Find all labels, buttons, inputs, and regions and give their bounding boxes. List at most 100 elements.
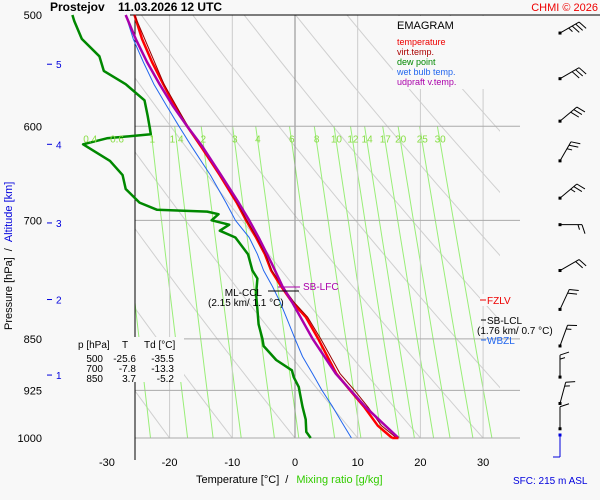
legend-item: wet bulb temp. [396,67,456,77]
pressure-tick-label: 500 [24,10,42,22]
series-layer [71,14,400,440]
wind-barb-station [558,269,562,273]
wind-barb-feather [576,183,586,190]
sb-lfc-label: SB-LFC [303,282,339,293]
mixing-ratio-label: 1.4 [170,134,184,145]
wind-barb-half-feather [559,357,566,360]
altitude-tick-label: 5 [56,60,62,71]
mixing-ratio-line [382,126,435,438]
wind-barb [558,183,586,200]
wind-barb-half-feather [570,188,576,193]
mixing-ratio-line [89,126,123,438]
mixing-ratio-label: 14 [362,134,374,145]
dry-adiabat [397,15,500,132]
mixing-ratio-line [436,126,493,438]
mixing-ratio-line [289,126,336,438]
wind-barb-station [558,344,562,348]
pressure-tick-label: 1000 [18,433,42,445]
wind-barb-staff [559,382,567,404]
wind-barb [558,324,578,348]
series-wet-bulb-temp [125,14,352,439]
dry-adiabat [135,307,233,438]
mixing-ratio-label: 3 [232,134,238,145]
table-background [76,337,184,382]
wind-barb-feather [576,106,586,113]
dry-adiabat [140,15,484,438]
mixing-ratio-label: 30 [435,134,447,145]
dry-adiabat [192,15,500,389]
wind-barb-station [558,159,562,163]
wind-barb-feather [581,224,586,234]
ml-ccl-detail: (2.15 km/ 1.1 °C) [208,298,284,309]
y-axis-title: Pressure [hPa] / Altitude [km] [3,182,15,330]
wind-barb [558,141,581,163]
wind-barb-feather [575,23,584,31]
table-cell-pressure: 500 [86,354,103,365]
grid [89,0,600,460]
wind-barb-feather [570,111,580,118]
mixing-ratio-label: 10 [331,134,343,145]
dry-adiabat [135,151,359,438]
wind-barb-station [558,307,562,311]
sounding-datetime: 11.03.2026 12 UTC [118,0,222,14]
x-axis-title-temperature: Temperature [°C] [196,474,279,486]
altitude-tick-label: 2 [56,296,62,307]
chart-title: EMAGRAM [397,20,454,32]
table-header: Td [°C] [144,340,175,351]
legend-item: temperature [397,37,446,47]
wind-barb-staff [559,325,568,347]
fzlv-label: FZLV [487,296,511,307]
mixing-ratio-label: 17 [380,134,392,145]
pressure-tick-label: 700 [24,215,42,227]
ml-ccl-label: ML-CCL [225,288,263,299]
mixing-ratio-label: 1 [150,134,156,145]
table-cell-temperature: -25.6 [113,354,136,365]
mixing-ratio-line [364,126,415,438]
sb-lcl-label: SB-LCL [487,316,522,327]
wind-barb-station [558,77,562,81]
mixing-ratio-line [333,126,383,438]
x-tick-label: -10 [224,457,240,469]
table-cell-dewpoint: -35.5 [151,354,174,365]
legend-item: udpraft v.temp. [397,77,456,87]
table-cell-dewpoint: -5.2 [157,374,175,385]
credit-label: CHMI © 2026 [531,2,598,14]
fzlv-background [480,294,520,306]
mixing-ratio-label: 4 [255,134,261,145]
wind-barb-half-feather [577,224,580,230]
mixing-ratio-line [200,126,242,438]
mixing-ratio-label: 0.6 [110,134,124,145]
wind-barb-feather [571,25,580,33]
mixing-ratio-label: 0.4 [83,134,97,145]
dry-adiabat [581,0,600,438]
wind-barb-feather [573,109,583,115]
wind-barb [558,67,587,81]
mixing-ratio-label: 12 [347,134,359,145]
wind-barb-feather [571,71,580,79]
sb-lcl-detail: (1.76 km/ 0.7 °C) [477,326,553,337]
wind-barb-staff [559,289,570,310]
wind-barb [558,223,586,234]
wind-barb-feather [575,69,584,77]
wind-barb-station [558,119,562,123]
mixing-ratio-line [350,126,400,438]
wind-barb-station [558,196,562,200]
pressure-tick-label: 600 [24,121,42,133]
wind-barb-feather [578,21,587,29]
wind-barb [558,381,576,405]
wind-barbs-layer [553,21,587,458]
surface-label: SFC: 215 m ASL [513,476,588,487]
wind-barb-feather [567,292,578,295]
wind-barb [558,21,587,35]
wind-barb-feather [559,351,570,356]
mixing-ratio-label: 8 [314,134,320,145]
wind-barb-feather [570,141,581,145]
wind-barb-feather [578,259,587,267]
wind-barb-half-feather [568,27,573,32]
pressure-table: p [hPa] T Td [°C] 500 -25.6 -35.5 700 -7.8 -13.3… [76,337,184,385]
wind-barb-half-feather [566,148,573,151]
wind-barb-station [558,401,562,405]
dry-adiabat [346,15,500,194]
